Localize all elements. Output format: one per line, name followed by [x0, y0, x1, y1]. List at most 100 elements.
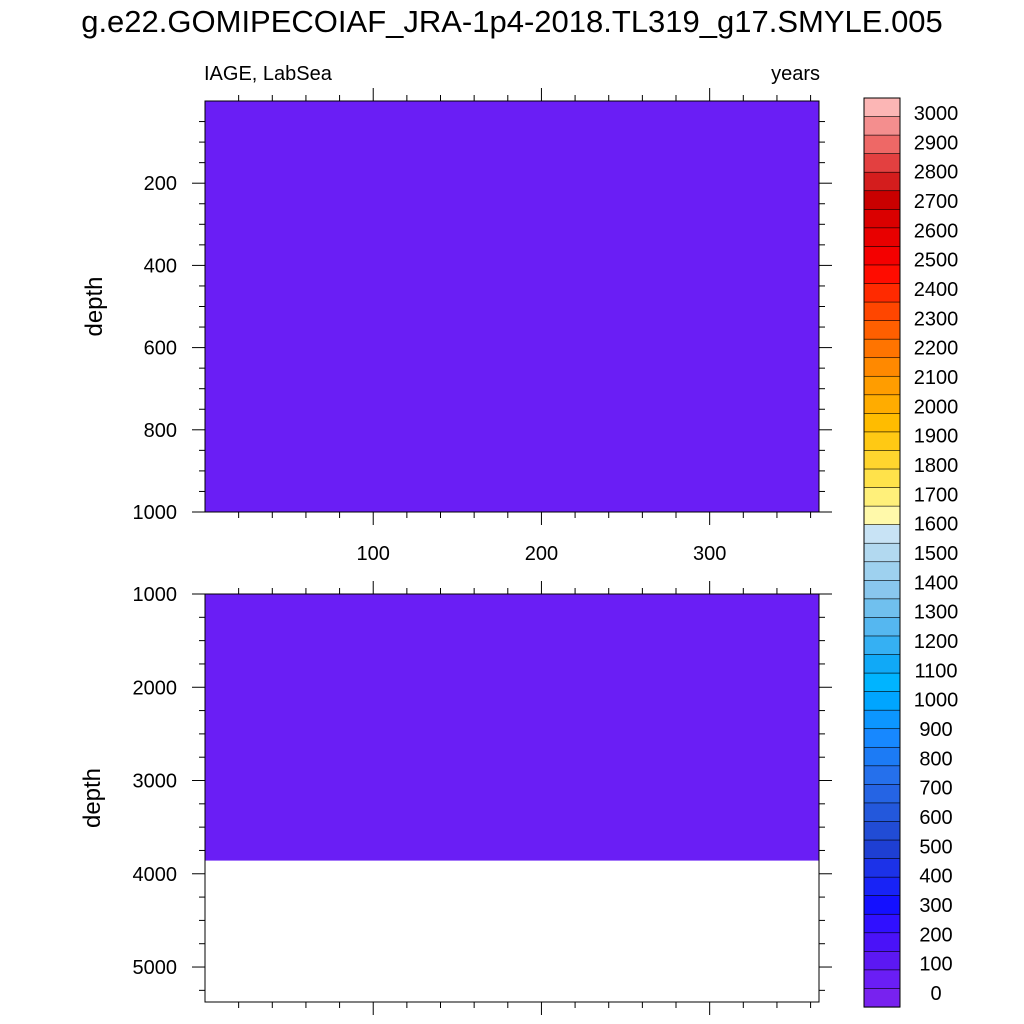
- colorbar-tick-label: 500: [919, 836, 952, 858]
- y-tick-label: 1000: [133, 584, 178, 606]
- colorbar-tick-label: 2800: [914, 162, 959, 184]
- colorbar-swatch: [863, 505, 901, 526]
- colorbar-swatch: [863, 209, 901, 229]
- colorbar-swatch: [863, 394, 901, 414]
- colorbar-swatch: [863, 116, 901, 136]
- x-tick-label: 200: [525, 543, 558, 565]
- colorbar-swatch: [863, 487, 901, 507]
- colorbar-tick-label: 1000: [914, 690, 959, 712]
- colorbar-tick-label: 200: [919, 924, 952, 946]
- colorbar-tick-label: 1300: [914, 602, 959, 624]
- colorbar-swatch: [863, 969, 901, 990]
- figure-title: g.e22.GOMIPECOIAF_JRA-1p4-2018.TL319_g17…: [81, 4, 943, 39]
- colorbar-swatch: [863, 784, 901, 804]
- colorbar-swatch: [863, 765, 901, 785]
- colorbar-swatch: [863, 709, 901, 730]
- colorbar-swatch: [863, 375, 901, 396]
- colorbar-tick-label: 2100: [914, 367, 959, 389]
- colorbar-tick-label: 2900: [914, 132, 959, 154]
- colorbar-swatch: [863, 450, 901, 470]
- colorbar-tick-label: 2400: [914, 279, 959, 301]
- colorbar-swatch: [863, 357, 901, 377]
- colorbar-swatch: [863, 635, 901, 656]
- units-label: years: [771, 63, 820, 85]
- colorbar-tick-label: 600: [919, 807, 952, 829]
- colorbar-swatch: [863, 561, 901, 581]
- colorbar-tick-label: 2500: [914, 250, 959, 272]
- colorbar-swatch: [863, 802, 901, 823]
- colorbar-swatch: [863, 691, 901, 711]
- upper-panel-frame: [204, 100, 820, 513]
- colorbar-tick-label: 1400: [914, 572, 959, 594]
- colorbar-swatch: [863, 524, 901, 544]
- colorbar-swatch: [863, 338, 901, 359]
- colorbar-swatch: [863, 246, 901, 266]
- y-tick-label: 400: [144, 255, 177, 277]
- colorbar-tick-label: 2700: [914, 191, 959, 213]
- colorbar-tick-label: 700: [919, 778, 952, 800]
- colorbar-tick-label: 300: [919, 895, 952, 917]
- colorbar-swatch: [863, 264, 901, 285]
- colorbar-swatch: [863, 617, 901, 637]
- colorbar-swatch: [863, 876, 901, 897]
- colorbar-swatch: [863, 153, 901, 173]
- y-tick-label: 2000: [133, 677, 178, 699]
- x-tick-label: 100: [357, 543, 390, 565]
- colorbar-tick-label: 1200: [914, 631, 959, 653]
- y-tick-label: 3000: [133, 771, 178, 793]
- colorbar-swatch: [863, 839, 901, 860]
- colorbar-swatch: [863, 542, 901, 563]
- colorbar-swatch: [863, 190, 901, 210]
- y-tick-label: 4000: [133, 864, 178, 886]
- colorbar-tick-label: 1800: [914, 455, 959, 477]
- colorbar-swatch: [863, 598, 901, 619]
- colorbar-tick-label: 900: [919, 719, 952, 741]
- colorbar-swatch: [863, 858, 901, 878]
- lower-field-cell: [205, 860, 819, 1002]
- colorbar-swatch: [863, 932, 901, 952]
- colorbar-frame: [863, 97, 901, 1008]
- colorbar-tick-label: 2200: [914, 338, 959, 360]
- colorbar-swatch: [863, 320, 901, 340]
- colorbar-tick-label: 100: [919, 954, 952, 976]
- y-tick-label: 600: [144, 338, 177, 360]
- colorbar-swatch: [863, 988, 901, 1008]
- colorbar-swatch: [863, 580, 901, 600]
- colorbar-tick-label: 400: [919, 866, 952, 888]
- colorbar-swatch: [863, 654, 901, 674]
- colorbar-tick-label: 2000: [914, 396, 959, 418]
- colorbar-tick-label: 1600: [914, 514, 959, 536]
- colorbar-tick-label: 3000: [914, 103, 959, 125]
- y-tick-label: 1000: [133, 502, 178, 524]
- colorbar-swatch: [863, 672, 901, 693]
- colorbar-tick-label: 2300: [914, 308, 959, 330]
- lower-field-cell: [205, 594, 819, 861]
- colorbar-swatch: [863, 227, 901, 248]
- colorbar-swatch: [863, 951, 901, 971]
- colorbar-swatch: [863, 821, 901, 841]
- colorbar-tick-label: 800: [919, 748, 952, 770]
- y-axis-label: depth: [79, 768, 106, 828]
- colorbar-tick-label: 1700: [914, 484, 959, 506]
- colorbar-swatch: [863, 301, 901, 322]
- colorbar-swatch: [863, 468, 901, 489]
- colorbar-swatch: [863, 171, 901, 192]
- x-tick-label: 300: [693, 543, 726, 565]
- y-axis-label: depth: [81, 276, 108, 336]
- colorbar-tick-label: 2600: [914, 220, 959, 242]
- colorbar-swatch: [863, 134, 901, 155]
- y-tick-label: 800: [144, 420, 177, 442]
- colorbar-swatch: [863, 746, 901, 767]
- lower-panel-frame: [204, 593, 820, 1003]
- colorbar-swatch: [863, 913, 901, 934]
- colorbar-tick-label: 1500: [914, 543, 959, 565]
- colorbar-tick-label: 1900: [914, 426, 959, 448]
- colorbar-tick-label: 0: [930, 983, 941, 1005]
- colorbar-swatch: [863, 728, 901, 748]
- colorbar-swatch: [863, 97, 901, 118]
- colorbar-swatch: [863, 895, 901, 915]
- y-tick-label: 5000: [133, 957, 178, 979]
- upper-field-cell: [205, 101, 819, 512]
- colorbar-swatch: [863, 283, 901, 303]
